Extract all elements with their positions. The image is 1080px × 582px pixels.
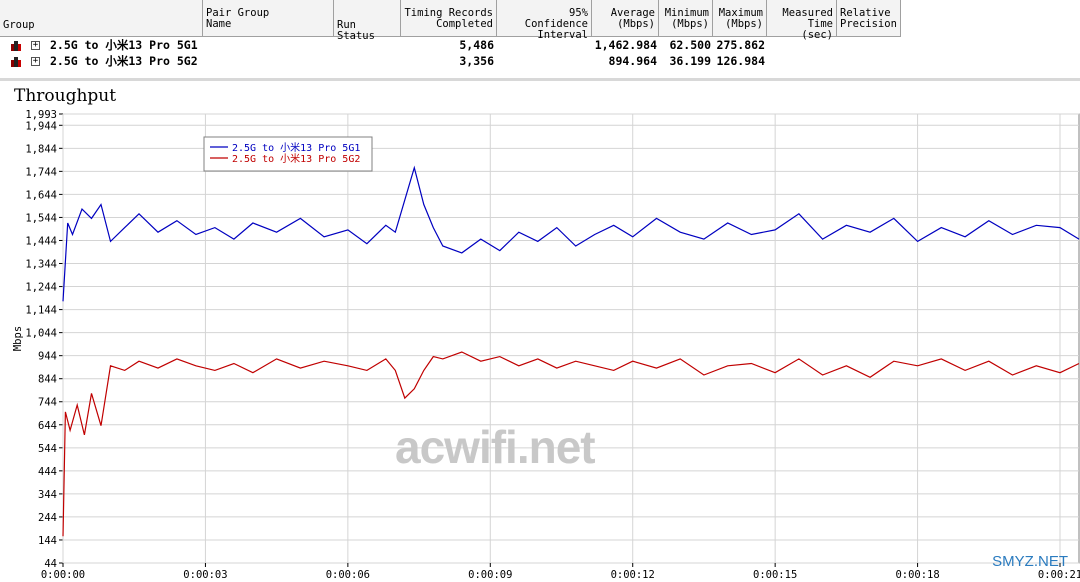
row-maximum: 275.862 — [716, 38, 765, 52]
y-tick-label: 1,544 — [25, 212, 57, 224]
watermark: acwifi.net — [395, 421, 596, 473]
col-header-average[interactable]: Average (Mbps) — [592, 0, 659, 37]
x-tick-label: 0:00:18 — [895, 569, 939, 581]
col-header-run-status[interactable]: Run Status — [334, 0, 401, 42]
row-records: 5,486 — [459, 38, 494, 52]
legend-label: 2.5G to 小米13 Pro 5G2 — [232, 152, 360, 165]
y-tick-label: 1,244 — [25, 282, 57, 294]
row-average: 894.964 — [608, 54, 657, 68]
row-minimum: 62.500 — [669, 38, 711, 52]
table-row[interactable]: + 2.5G to 小米13 Pro 5G2 3,356 894.964 36.… — [0, 54, 1080, 69]
y-tick-label: 844 — [38, 374, 57, 386]
col-header-maximum[interactable]: Maximum (Mbps) — [713, 0, 767, 37]
row-records: 3,356 — [459, 54, 494, 68]
y-tick-label: 444 — [38, 466, 57, 478]
y-tick-label: 1,044 — [25, 328, 57, 340]
x-tick-label: 0:00:03 — [183, 569, 227, 581]
col-header-confidence[interactable]: 95% Confidence Interval — [497, 0, 592, 41]
y-tick-label: 1,344 — [25, 259, 57, 271]
x-tick-label: 0:00:12 — [611, 569, 655, 581]
expand-icon[interactable]: + — [31, 40, 40, 50]
series-line — [62, 351, 1080, 537]
row-name: 2.5G to 小米13 Pro 5G1 — [50, 38, 198, 52]
y-tick-label: 1,744 — [25, 166, 57, 178]
table-row[interactable]: + 2.5G to 小米13 Pro 5G1 5,486 1,462.984 6… — [0, 38, 1080, 53]
expand-icon[interactable]: + — [31, 56, 40, 66]
y-tick-label: 1,844 — [25, 143, 57, 155]
y-tick-label: 1,944 — [25, 120, 57, 132]
x-tick-label: 0:00:09 — [468, 569, 512, 581]
col-header-relative-precision[interactable]: Relative Precision — [837, 0, 901, 37]
x-tick-label: 0:00:06 — [326, 569, 370, 581]
series-line — [62, 165, 1080, 302]
y-tick-label: 644 — [38, 420, 57, 432]
corner-watermark: SMYZ.NET — [992, 553, 1068, 570]
pair-group-icon — [11, 41, 21, 51]
row-name: 2.5G to 小米13 Pro 5G2 — [50, 54, 198, 68]
y-tick-label: 944 — [38, 351, 57, 363]
y-tick-label: 744 — [38, 397, 57, 409]
y-tick-label: 544 — [38, 443, 57, 455]
row-average: 1,462.984 — [594, 38, 657, 52]
y-tick-label: 344 — [38, 489, 57, 501]
col-header-measured-time[interactable]: Measured Time (sec) — [767, 0, 837, 41]
pair-group-icon — [11, 57, 21, 67]
col-header-pair-group-name[interactable]: Pair Group Name — [203, 0, 334, 37]
y-tick-label: 144 — [38, 535, 57, 547]
y-tick-label: 1,144 — [25, 305, 57, 317]
y-tick-label: 1,444 — [25, 235, 57, 247]
chart-title: Throughput — [14, 86, 117, 106]
col-header-timing-records[interactable]: Timing Records Completed — [401, 0, 497, 37]
legend-label: 2.5G to 小米13 Pro 5G1 — [232, 141, 360, 154]
y-tick-label: 1,993 — [25, 109, 57, 121]
legend-box — [203, 136, 373, 172]
x-tick-label: 0:00:21 — [1038, 569, 1080, 581]
y-tick-label: 244 — [38, 512, 57, 524]
y-axis-label: Mbps — [12, 326, 24, 351]
col-header-minimum[interactable]: Minimum (Mbps) — [659, 0, 713, 37]
plot-area — [62, 113, 1080, 564]
y-tick-label: 1,644 — [25, 189, 57, 201]
col-header-group[interactable]: Group — [0, 0, 203, 37]
results-table: Group Pair Group Name Run Status Timing … — [0, 0, 1080, 78]
x-tick-label: 0:00:00 — [41, 569, 85, 581]
row-maximum: 126.984 — [716, 54, 765, 68]
pane-divider[interactable] — [0, 78, 1080, 81]
x-tick-label: 0:00:15 — [753, 569, 797, 581]
y-tick-label: 44 — [44, 558, 57, 570]
row-minimum: 36.199 — [669, 54, 711, 68]
